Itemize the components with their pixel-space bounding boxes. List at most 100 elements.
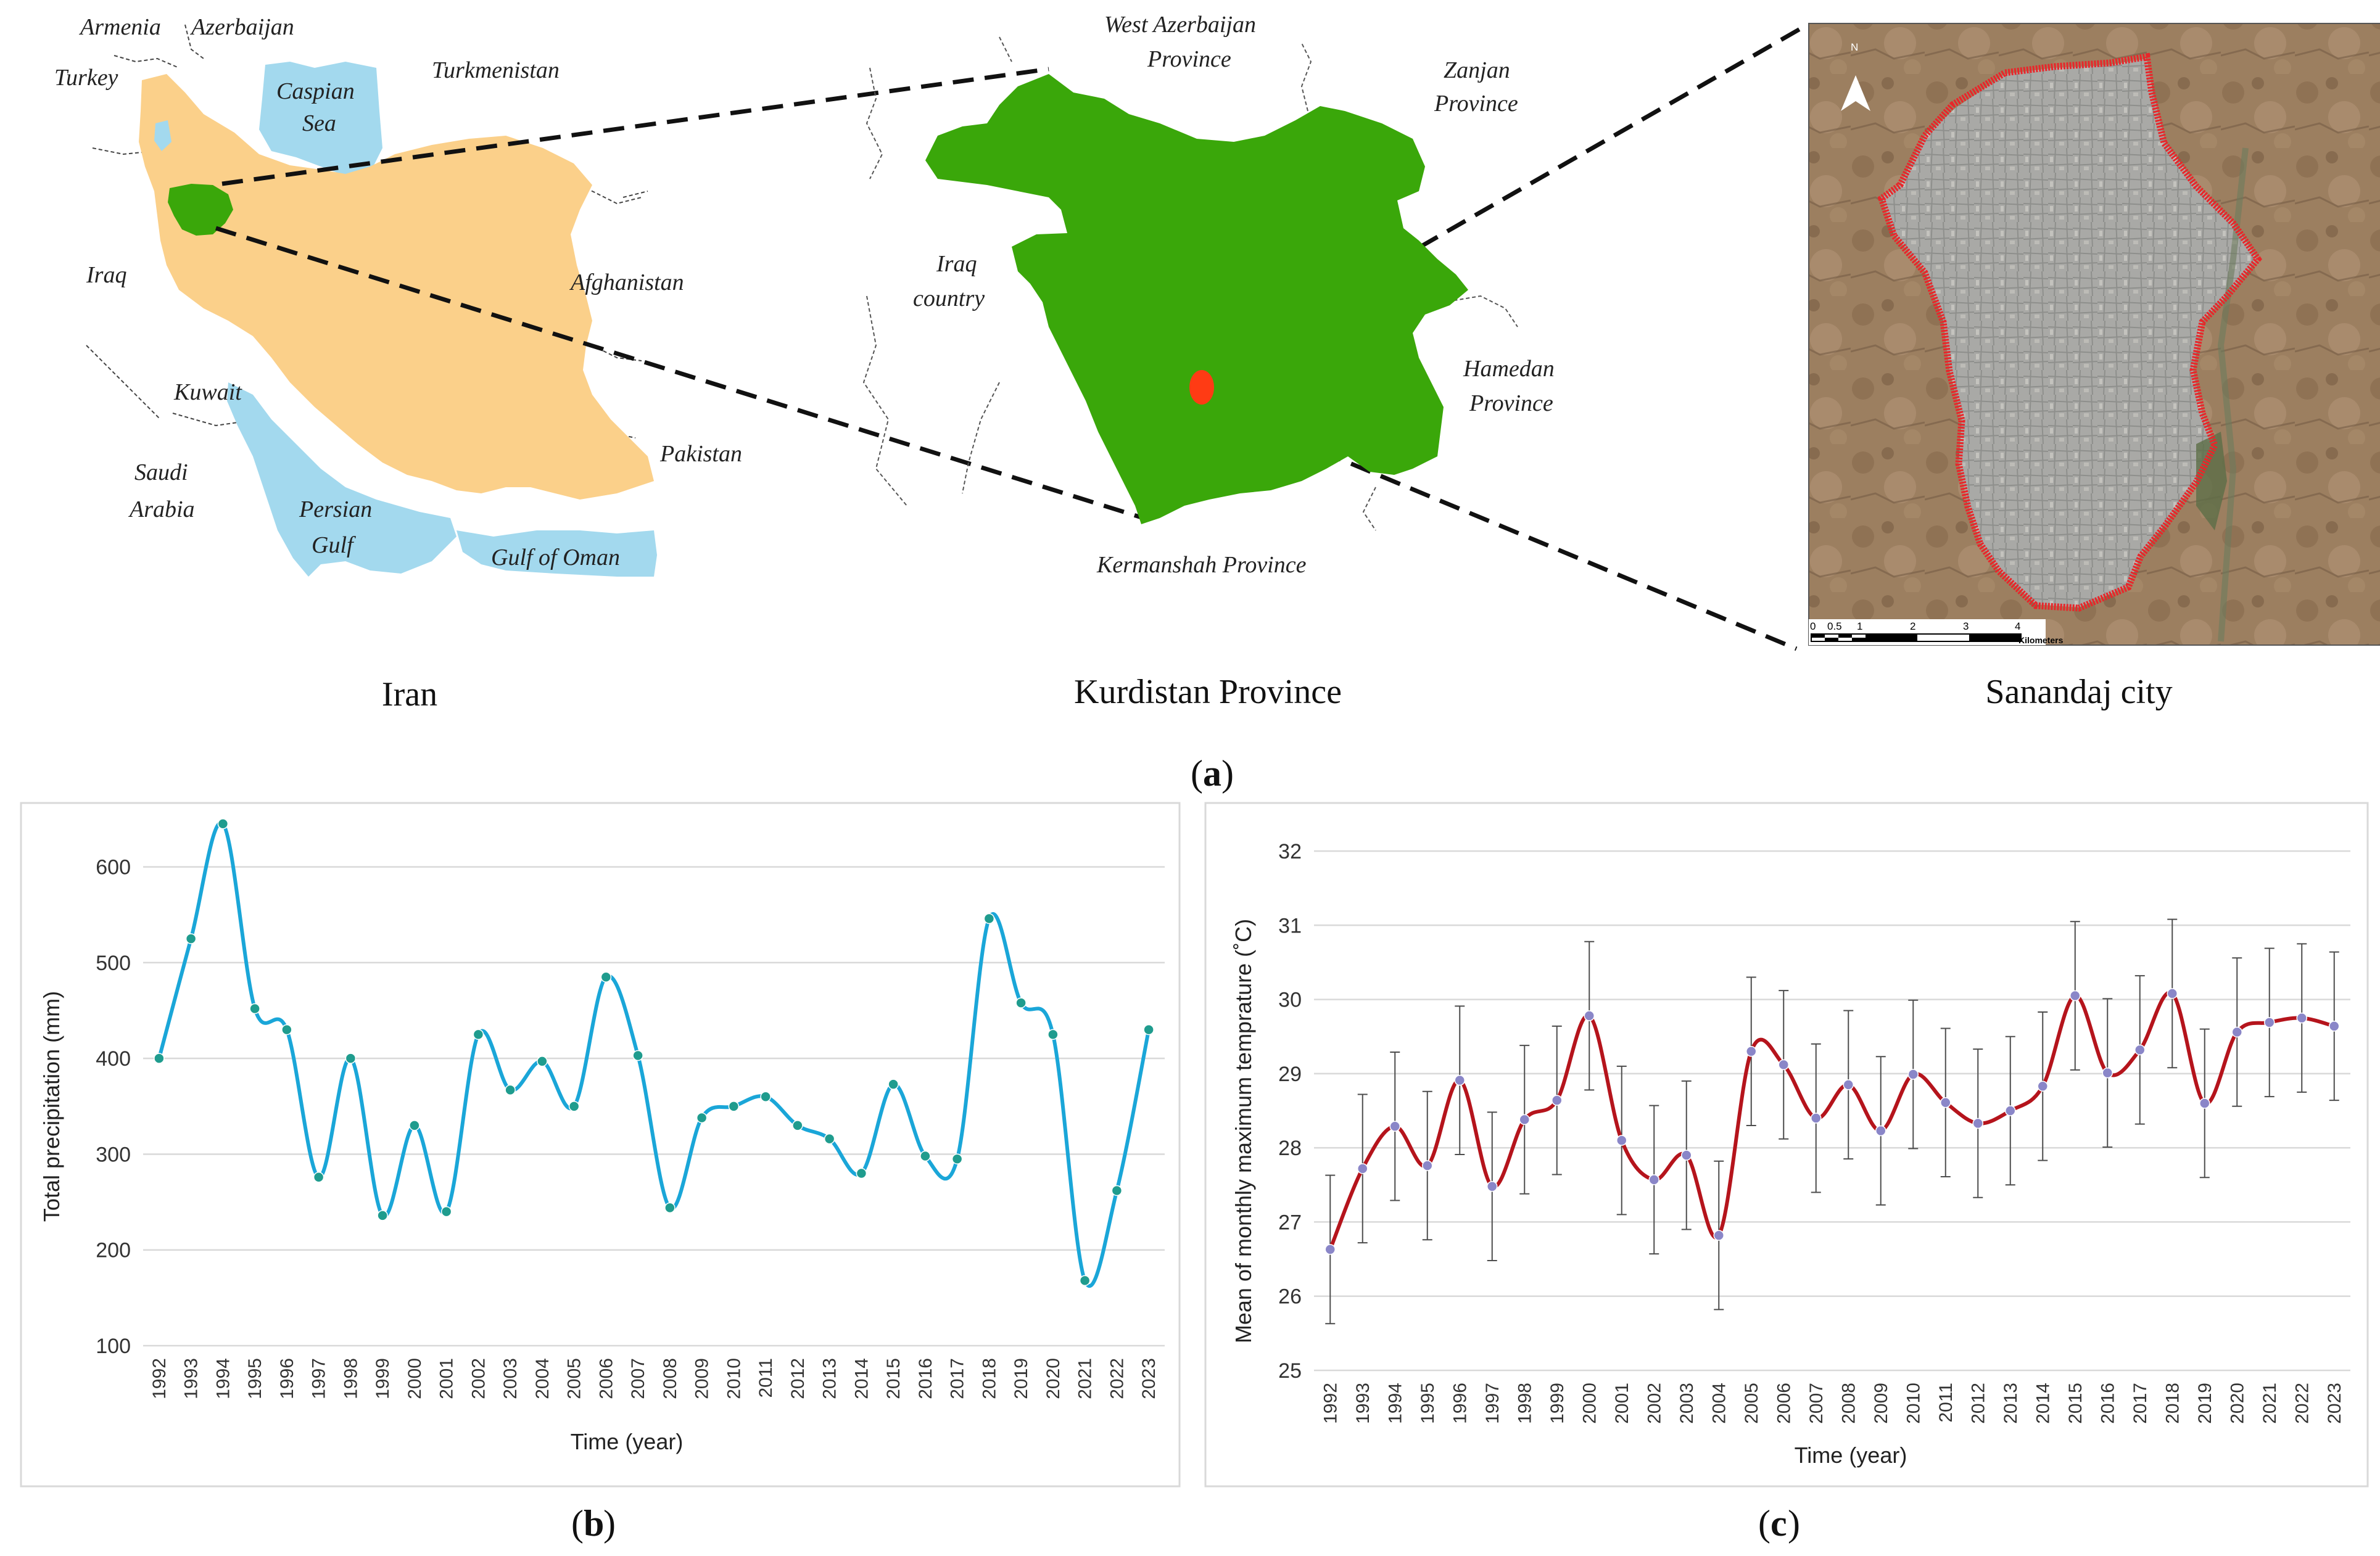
x-tick-label: 2011 [1936,1383,1956,1423]
data-point [1324,1244,1336,1255]
data-point [1972,1118,1983,1129]
scale-tick-0: 0 [1810,620,1816,632]
y-tick-label: 27 [1278,1211,1302,1234]
x-tick-label: 2003 [500,1358,521,1399]
x-tick-label: 2005 [564,1358,585,1399]
svg-text:): ) [1788,1503,1800,1544]
iran-land [139,74,654,500]
x-tick-label: 2017 [948,1358,968,1399]
y-tick-label: 200 [96,1239,131,1262]
x-tick-label: 2009 [1871,1383,1891,1424]
label-armenia: Armenia [78,14,161,40]
label-west-azerbaijan-province: Province [1147,46,1231,72]
x-tick-label: 1996 [277,1358,297,1399]
x-tick-label: 1992 [1320,1383,1341,1424]
data-point [568,1101,580,1112]
data-point [345,1053,357,1064]
kurdistan-land [925,74,1468,524]
label-west-azerbaijan: West Azerbaijan [1104,12,1256,38]
x-tick-label: 1997 [309,1358,329,1399]
label-kermanshah: Kermanshah Province [1096,552,1307,578]
data-point [760,1091,771,1103]
x-tick-label: 2012 [788,1358,808,1399]
x-tick-label: 1995 [245,1358,265,1399]
x-tick-label: 2023 [1139,1358,1159,1399]
x-tick-label: 2022 [2292,1383,2312,1424]
label-azerbaijan: Azerbaijan [189,14,294,40]
x-tick-label: 2017 [2130,1383,2151,1424]
x-axis-title: Time (year) [1795,1443,1907,1468]
grid-lines [143,866,1165,1347]
data-point [1648,1174,1659,1185]
data-point [600,971,612,982]
data-point [1015,997,1027,1008]
x-axis-title: Time (year) [571,1429,684,1454]
gulf-of-oman [457,530,657,577]
y-axis-title: Total precipitation (mm) [39,991,64,1222]
x-tick-label: 2020 [2227,1383,2247,1424]
data-point [1875,1125,1886,1137]
x-tick-label: 2001 [437,1358,457,1399]
x-tick-label: 2000 [405,1358,425,1399]
data-point [1111,1185,1123,1196]
data-point [249,1003,260,1015]
caption-sanandaj: Sanandaj city [1985,673,2172,711]
x-tick-label: 2007 [1806,1383,1827,1424]
caption-kurdistan: Kurdistan Province [1074,673,1342,711]
label-zanjan-province: Province [1434,91,1518,117]
data-point [2329,1021,2340,1032]
svg-text:(: ( [1758,1503,1771,1544]
x-tick-label: 2018 [979,1358,999,1399]
caption-iran: Iran [382,675,437,714]
data-point [2102,1067,2113,1079]
data-point [154,1053,165,1064]
iran-map: Armenia Azerbaijan Turkey Turkmenistan C… [54,14,742,577]
data-point [1616,1135,1627,1146]
x-tick-label: 2018 [2162,1383,2183,1424]
scale-tick-1: 1 [1857,620,1862,632]
data-point [185,933,197,944]
data-point [409,1120,420,1131]
city-boundary [1877,52,2262,612]
data-point [473,1029,484,1040]
label-saudi: Saudi [134,459,188,485]
sanandaj-satellite: N 0 0.5 1 2 3 4 Kilometers [1808,23,2380,646]
x-tick-label: 2005 [1742,1383,1762,1424]
x-axis-ticks: 1992 1993 1994 1995 1996 1997 1998 1999 2000 2001… [149,1358,1159,1399]
data-point [664,1202,676,1214]
x-tick-label: 2015 [2065,1383,2086,1424]
label-gulf: Gulf [312,532,356,558]
data-point [537,1056,548,1067]
x-tick-label: 2022 [1107,1358,1127,1399]
x-tick-label: 2019 [2195,1383,2215,1424]
data-point [1519,1114,1530,1126]
x-tick-label: 2008 [660,1358,680,1399]
x-tick-label: 2003 [1677,1383,1697,1424]
data-point [1584,1010,1595,1021]
data-point [1079,1275,1091,1286]
x-tick-label: 2007 [628,1358,648,1399]
data-point [1143,1024,1154,1035]
y-tick-label: 30 [1278,989,1302,1012]
x-tick-label: 2016 [2097,1383,2118,1424]
y-axis-ticks: 25 26 27 28 29 30 31 32 [1278,840,1302,1383]
x-tick-label: 2004 [1709,1383,1729,1424]
x-tick-label: 2019 [1011,1358,1031,1399]
x-tick-label: 2013 [2001,1383,2021,1424]
data-points [1324,988,2340,1255]
x-tick-label: 2008 [1838,1383,1859,1424]
x-tick-label: 1997 [1482,1383,1503,1424]
data-point [440,1206,452,1217]
data-point [281,1024,292,1035]
data-point [2296,1012,2307,1024]
data-point [2134,1044,2146,1056]
y-axis-ticks: 100 200 300 400 500 600 [96,856,131,1358]
data-point [1907,1069,1919,1080]
label-caspian: Caspian [276,78,355,104]
label-turkey: Turkey [54,65,118,91]
svg-text:(: ( [571,1503,584,1544]
province-border-lines [862,36,1518,531]
data-point [1047,1029,1059,1040]
